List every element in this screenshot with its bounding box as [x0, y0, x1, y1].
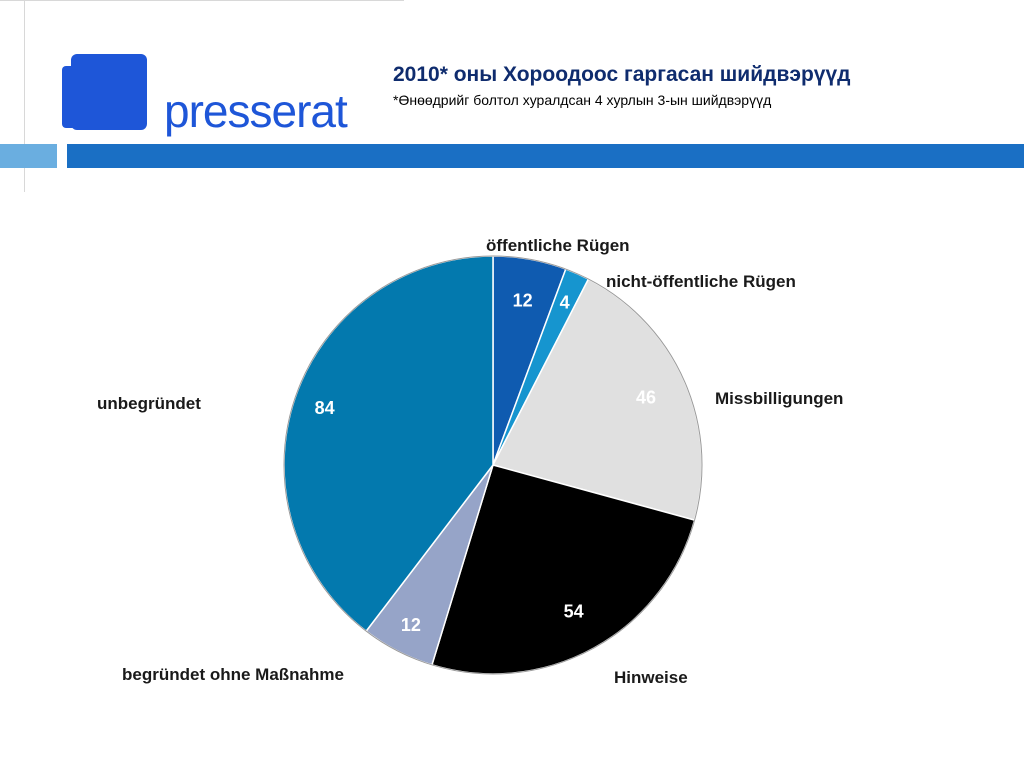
slice-value-label: 54 — [564, 601, 584, 621]
logo-mark-icon — [62, 54, 147, 130]
frame-left-line — [24, 0, 25, 192]
slice-value-label: 12 — [513, 290, 533, 310]
page-subtitle: *Өнөөдрийг болтол хуралдсан 4 хурлын 3-ы… — [393, 92, 772, 108]
slice-value-label: 46 — [636, 388, 656, 408]
header-bar-dark — [67, 144, 1024, 168]
slice-value-label: 4 — [560, 292, 570, 312]
frame-top-line — [0, 0, 404, 1]
slice-category-label: Missbilligungen — [715, 389, 843, 408]
slice-value-label: 84 — [315, 398, 335, 418]
page-title: 2010* оны Хороодоос гаргасан шийдвэрүүд — [393, 63, 851, 86]
slice-category-label: Hinweise — [614, 668, 688, 687]
header-bar-light — [0, 144, 57, 168]
slice-value-label: 12 — [401, 615, 421, 635]
pie-outline — [283, 255, 703, 675]
slice-category-label: öffentliche Rügen — [486, 236, 630, 255]
logo-text: presserat — [164, 85, 348, 137]
slice-category-label: nicht-öffentliche Rügen — [606, 272, 796, 291]
slice-category-label: unbegründet — [97, 394, 201, 413]
slice-category-label: begründet ohne Maßnahme — [122, 665, 344, 684]
